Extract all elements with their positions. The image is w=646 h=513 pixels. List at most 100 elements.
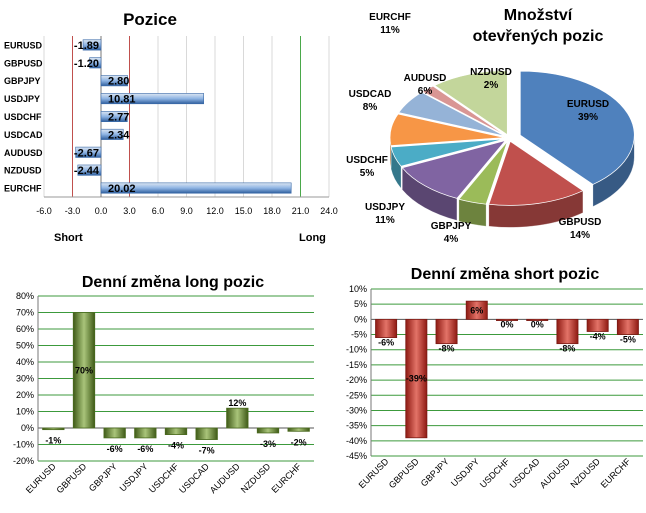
pozice-category-label: USDJPY bbox=[4, 94, 40, 104]
short-bar-gbpjpy bbox=[435, 318, 458, 345]
pozice-xtick-label: 6.0 bbox=[152, 206, 165, 216]
short-category-label: GBPJPY bbox=[419, 456, 451, 488]
pozice-value-label: 20.02 bbox=[108, 183, 136, 195]
pie-slice-usdjpy bbox=[401, 139, 507, 199]
pie-label-eurusd: EURUSD bbox=[567, 99, 609, 110]
short-ytick-label: -35% bbox=[346, 421, 367, 431]
pozice-xtick-label: 12.0 bbox=[206, 206, 224, 216]
long-bar-audusd bbox=[226, 407, 249, 429]
long-category-label: GBPJPY bbox=[87, 461, 119, 493]
pozice-bar-audusd bbox=[75, 146, 102, 158]
long-ytick-label: 20% bbox=[16, 390, 34, 400]
pozice-bar-eurchf bbox=[100, 182, 292, 194]
pie-slice-audusd bbox=[398, 91, 505, 137]
long-change-chart: Denní změna long pozic -20% -10% 0% 10% 20% 30… bbox=[13, 274, 314, 495]
pozice-bar-usdchf bbox=[100, 111, 128, 122]
long-value-label: -6% bbox=[107, 444, 123, 454]
pozice-value-label: 2.77 bbox=[108, 112, 129, 124]
pozice-xtick-label: 0.0 bbox=[95, 206, 108, 216]
pozice-xtick-label: 21.0 bbox=[292, 206, 310, 216]
pozice-category-label: GBPUSD bbox=[4, 58, 43, 68]
short-ytick-label: -30% bbox=[346, 405, 367, 415]
long-ytick-label: -10% bbox=[13, 440, 34, 450]
long-category-label: EURUSD bbox=[24, 461, 58, 495]
long-category-label: NZDUSD bbox=[239, 461, 273, 495]
short-category-label: GBPUSD bbox=[387, 456, 421, 490]
pozice-bar-usdjpy bbox=[100, 93, 204, 105]
pie-percent-audusd: 6% bbox=[418, 86, 433, 97]
short-value-label: -4% bbox=[590, 332, 606, 342]
long-ytick-label: -20% bbox=[13, 456, 34, 466]
pozice-value-label: 2.34 bbox=[108, 129, 130, 141]
long-ytick-label: 80% bbox=[16, 291, 34, 301]
pie-percent-usdcad: 8% bbox=[363, 102, 378, 113]
mnozstvi-title-line-1: Množství bbox=[504, 7, 573, 24]
long-ytick-label: 70% bbox=[16, 308, 34, 318]
long-category-label: USDCAD bbox=[177, 461, 211, 495]
long-value-label: -4% bbox=[168, 441, 184, 451]
pozice-xtick-label: -6.0 bbox=[36, 206, 52, 216]
short-category-label: EURCHF bbox=[599, 456, 633, 490]
short-ytick-label: -25% bbox=[346, 390, 367, 400]
short-ytick-label: -20% bbox=[346, 375, 367, 385]
pozice-xtick-label: 3.0 bbox=[123, 206, 136, 216]
pozice-bar-eurusd bbox=[82, 39, 102, 51]
short-category-label: USDCHF bbox=[478, 456, 512, 490]
long-bar-usdcad bbox=[195, 427, 218, 440]
pie-label-gbpusd: GBPUSD bbox=[559, 217, 602, 228]
pie-percent-gbpusd: 14% bbox=[570, 230, 590, 241]
short-ytick-label: -10% bbox=[346, 345, 367, 355]
short-value-label: 6% bbox=[470, 305, 483, 315]
short-value-label: -5% bbox=[620, 335, 636, 345]
long-title: Denní změna long pozic bbox=[82, 274, 264, 291]
pie-label-eurchf: EURCHF bbox=[369, 12, 411, 23]
short-bar-eurchf bbox=[616, 318, 639, 335]
long-bar-nzdusd bbox=[256, 427, 280, 434]
short-bar-nzdusd bbox=[586, 318, 609, 332]
pozice-value-label: -2.44 bbox=[74, 165, 100, 177]
long-ytick-label: 0% bbox=[21, 423, 34, 433]
short-value-label: -6% bbox=[378, 338, 394, 348]
mnozstvi-title-line-2: otevřených pozic bbox=[473, 28, 604, 45]
pozice-xtick-label: 15.0 bbox=[235, 206, 253, 216]
short-category-label: USDCAD bbox=[508, 456, 542, 490]
short-category-label: USDJPY bbox=[449, 456, 481, 488]
pozice-category-label: USDCHF bbox=[4, 112, 42, 122]
long-ytick-label: 30% bbox=[16, 374, 34, 384]
pozice-category-label: GBPJPY bbox=[4, 76, 41, 86]
pozice-xtick-label: -3.0 bbox=[65, 206, 81, 216]
pie-slice-nzdusd bbox=[421, 85, 506, 136]
long-value-label: 12% bbox=[228, 398, 246, 408]
pozice-category-label: NZDUSD bbox=[4, 166, 42, 176]
short-value-label: 0% bbox=[500, 319, 513, 329]
pie-slice-eurusd bbox=[519, 70, 635, 185]
long-bar-eurchf bbox=[287, 427, 310, 432]
pozice-bar-nzdusd bbox=[77, 164, 102, 176]
long-category-label: AUDUSD bbox=[208, 461, 242, 495]
short-ytick-label: 0% bbox=[354, 314, 367, 324]
pozice-xtick-label: 18.0 bbox=[263, 206, 281, 216]
short-title: Denní změna short pozic bbox=[411, 266, 600, 283]
pie-label-audusd: AUDUSD bbox=[404, 73, 447, 84]
short-ytick-label: -15% bbox=[346, 360, 367, 370]
long-value-label: -1% bbox=[45, 436, 61, 446]
pozice-title: Pozice bbox=[123, 10, 177, 29]
short-bar-audusd bbox=[556, 318, 579, 345]
long-category-label: GBPUSD bbox=[54, 461, 88, 495]
long-ytick-label: 40% bbox=[16, 357, 34, 367]
pie-slice-gbpjpy bbox=[458, 141, 508, 205]
pozice-category-label: AUDUSD bbox=[4, 148, 43, 158]
pie-slice-eurchf bbox=[433, 70, 508, 136]
long-value-label: -7% bbox=[199, 446, 215, 456]
pie-slice-usdchf bbox=[390, 138, 505, 167]
pozice-value-label: 2.80 bbox=[108, 76, 129, 88]
pozice-value-label: -2.67 bbox=[74, 147, 99, 159]
short-ytick-label: -45% bbox=[346, 451, 367, 461]
pie-label-nzdusd: NZDUSD bbox=[470, 67, 512, 78]
short-bar-eurusd bbox=[375, 318, 398, 338]
short-value-label: -8% bbox=[439, 344, 455, 354]
pozice-value-label: -1.20 bbox=[74, 58, 99, 70]
long-value-label: -6% bbox=[137, 444, 153, 454]
